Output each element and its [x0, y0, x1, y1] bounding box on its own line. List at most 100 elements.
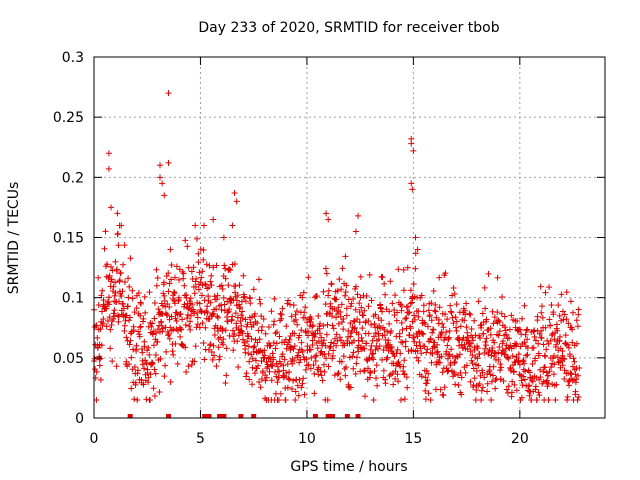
data-point	[456, 342, 463, 349]
data-point	[243, 373, 250, 380]
data-point	[140, 315, 147, 322]
data-point	[506, 335, 513, 342]
data-point	[350, 365, 357, 372]
data-point	[120, 300, 127, 307]
data-point	[239, 336, 246, 343]
data-point	[398, 396, 405, 403]
data-point	[357, 294, 364, 301]
zero-marker	[329, 414, 335, 418]
data-point	[292, 396, 299, 403]
data-point	[402, 343, 409, 350]
zero-marker	[251, 414, 257, 418]
data-point	[453, 301, 460, 308]
data-point	[471, 375, 478, 382]
data-point	[507, 367, 514, 374]
y-tick-label: 0.1	[62, 291, 84, 307]
data-point	[450, 320, 457, 327]
data-point	[440, 392, 447, 399]
data-point	[409, 186, 416, 193]
data-point	[500, 338, 507, 345]
data-point	[106, 272, 113, 279]
data-point	[207, 278, 214, 285]
data-point	[545, 396, 552, 403]
data-point	[220, 336, 227, 343]
data-point	[171, 300, 178, 307]
data-point	[208, 272, 215, 279]
data-point	[352, 306, 359, 313]
data-point	[509, 378, 516, 385]
x-tick-label: 0	[90, 431, 99, 447]
data-point	[273, 329, 280, 336]
data-point	[401, 370, 408, 377]
data-point	[107, 345, 114, 352]
data-point	[448, 309, 455, 316]
data-point	[495, 349, 502, 356]
data-point	[133, 342, 140, 349]
data-point	[329, 352, 336, 359]
data-point	[197, 246, 204, 253]
data-point	[302, 304, 309, 311]
data-point	[204, 303, 211, 310]
data-point	[119, 288, 126, 295]
data-point	[490, 363, 497, 370]
data-point	[256, 296, 263, 303]
x-tick-labels: 0 5 10 15 20	[90, 431, 529, 447]
data-point	[194, 321, 201, 328]
data-point	[491, 314, 498, 321]
data-point	[503, 386, 510, 393]
data-point	[506, 326, 513, 333]
data-point	[283, 369, 290, 376]
data-point	[172, 340, 179, 347]
data-point	[313, 293, 320, 300]
data-point	[225, 282, 232, 289]
data-point	[497, 367, 504, 374]
data-point	[411, 312, 418, 319]
data-point	[509, 353, 516, 360]
data-point	[310, 361, 317, 368]
data-point	[301, 309, 308, 316]
data-point	[392, 292, 399, 299]
data-point	[182, 321, 189, 328]
data-point	[389, 300, 396, 307]
data-point	[511, 368, 518, 375]
data-point	[467, 311, 474, 318]
data-point	[405, 310, 412, 317]
data-point	[365, 355, 372, 362]
data-point	[508, 389, 515, 396]
data-point	[342, 292, 349, 299]
data-point	[152, 352, 159, 359]
data-point	[481, 284, 488, 291]
data-point	[343, 312, 350, 319]
data-point	[213, 296, 220, 303]
data-point	[338, 301, 345, 308]
data-point	[461, 341, 468, 348]
data-point	[570, 355, 577, 362]
data-point	[108, 322, 115, 329]
data-point	[109, 358, 116, 365]
data-point	[322, 342, 329, 349]
data-point	[314, 345, 321, 352]
data-point	[312, 331, 319, 338]
data-point	[542, 353, 549, 360]
data-point	[380, 367, 387, 374]
data-point	[210, 342, 217, 349]
data-point	[558, 291, 565, 298]
data-point	[347, 384, 354, 391]
data-point	[542, 324, 549, 331]
data-point	[416, 339, 423, 346]
data-point	[120, 261, 127, 268]
data-point	[251, 310, 258, 317]
data-point	[469, 337, 476, 344]
data-point	[407, 300, 414, 307]
data-point	[190, 306, 197, 313]
data-point	[412, 265, 419, 272]
data-point	[425, 307, 432, 314]
data-point	[200, 222, 207, 229]
data-point	[383, 356, 390, 363]
data-point	[395, 359, 402, 366]
data-point	[258, 358, 265, 365]
data-point	[422, 396, 429, 403]
data-point	[548, 302, 555, 309]
data-point	[348, 300, 355, 307]
data-point	[159, 180, 166, 187]
